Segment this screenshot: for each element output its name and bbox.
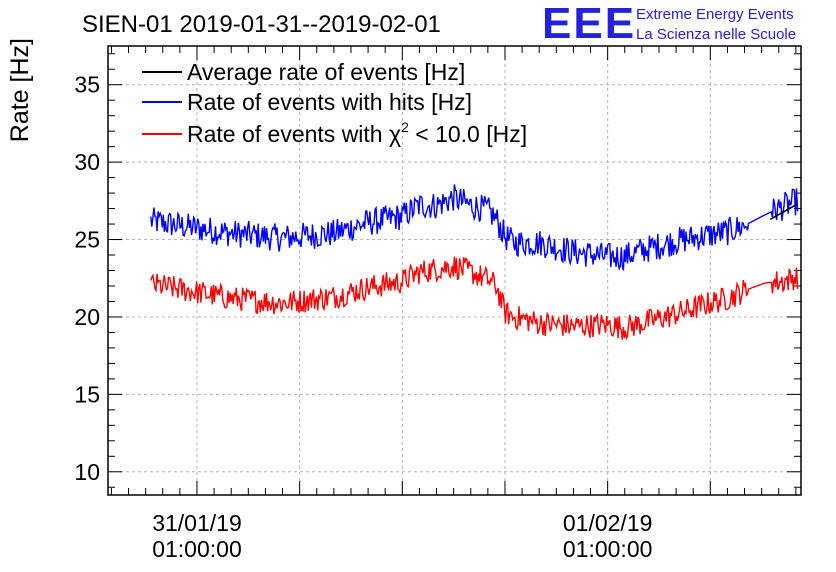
y-tick-label: 35 <box>74 72 100 98</box>
y-tick-label: 20 <box>74 304 100 330</box>
grid-lines <box>108 46 801 495</box>
legend-chi2-suffix: < 10.0 [Hz] <box>409 121 527 147</box>
legend-label-hits: Rate of events with hits [Hz] <box>187 89 472 115</box>
legend-label-average: Average rate of events [Hz] <box>187 59 465 85</box>
x-tick-label-date: 31/01/19 <box>152 510 242 536</box>
legend-chi2-prefix: Rate of events with <box>187 121 389 147</box>
axis-ticks: 10152025303531/01/1901:00:0001/02/1901:0… <box>74 46 801 562</box>
org-name-line1: Extreme Energy Events <box>636 6 794 23</box>
eee-logo: EEE Extreme Energy Events La Scienza nel… <box>542 0 796 48</box>
x-tick-label-time: 01:00:00 <box>152 536 242 562</box>
legend: Average rate of events [Hz] Rate of even… <box>142 59 527 147</box>
series-line-hits <box>150 184 799 271</box>
y-tick-label: 10 <box>74 459 100 485</box>
series-group <box>150 184 799 341</box>
legend-chi2-exponent: 2 <box>401 119 409 135</box>
series-line-chi2 <box>150 256 799 341</box>
org-name-line2: La Scienza nelle Scuole <box>636 26 796 43</box>
y-tick-label: 25 <box>74 227 100 253</box>
legend-label-chi2: Rate of events with χ2 < 10.0 [Hz] <box>187 119 527 147</box>
x-tick-label-date: 01/02/19 <box>563 510 653 536</box>
y-tick-label: 30 <box>74 149 100 175</box>
chart-title: SIEN-01 2019-01-31--2019-02-01 <box>82 11 441 38</box>
y-axis-title: Rate [Hz] <box>6 38 34 142</box>
eee-logo-text: EEE <box>542 0 636 48</box>
series-line-average <box>769 203 798 221</box>
x-tick-label-time: 01:00:00 <box>563 536 653 562</box>
legend-chi2-symbol: χ <box>389 121 401 147</box>
y-tick-label: 15 <box>74 381 100 407</box>
